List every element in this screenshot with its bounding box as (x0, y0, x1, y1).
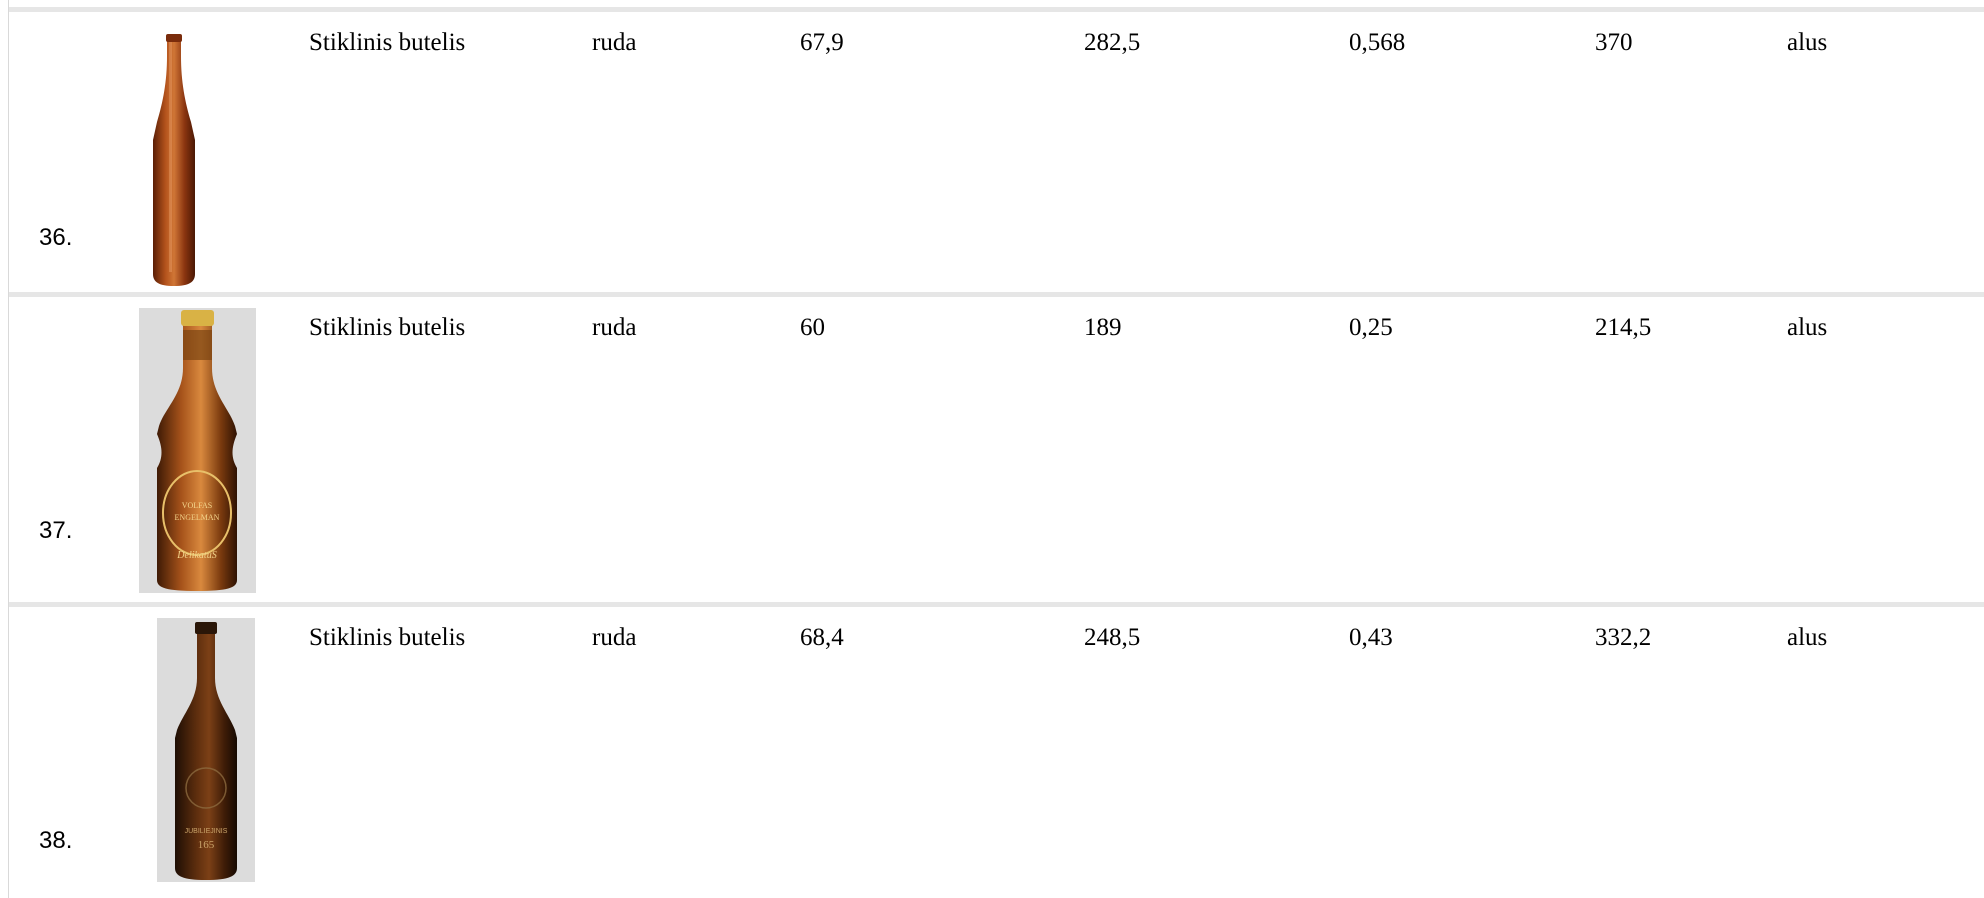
svg-text:DelikatuS: DelikatuS (176, 550, 216, 561)
dark-bottle-image: JUBILIEJINIS 165 (175, 622, 237, 880)
value-1: 60 (800, 314, 825, 341)
bottle-photo (129, 22, 219, 292)
bottle-label-text: JUBILIEJINIS 165 (185, 828, 228, 851)
product-name: Stiklinis butelis (309, 624, 466, 651)
svg-text:165: 165 (198, 839, 215, 851)
value-1: 68,4 (800, 624, 844, 651)
bottle-photo: VOLFAS ENGELMAN DelikatuS (139, 308, 256, 593)
product-table: 36. Stiklinis butelis ruda 67,9 (8, 0, 1984, 898)
product-color: ruda (592, 624, 637, 651)
product-name: Stiklinis butelis (309, 29, 466, 56)
bottle-label-text: VOLFAS ENGELMAN DelikatuS (175, 501, 220, 561)
row-number: 38. (39, 827, 73, 854)
product-use: alus (1787, 29, 1828, 56)
svg-text:ENGELMAN: ENGELMAN (175, 513, 220, 522)
value-1: 67,9 (800, 29, 844, 56)
table-row: 36. Stiklinis butelis ruda 67,9 (9, 7, 1984, 295)
bottle-photo: JUBILIEJINIS 165 (157, 618, 255, 882)
product-use: alus (1787, 624, 1828, 651)
value-3: 0,43 (1349, 624, 1393, 651)
value-3: 0,25 (1349, 314, 1393, 341)
table-row: 38. JUBILIEJINIS 165 (9, 602, 1984, 898)
product-name: Stiklinis butelis (309, 314, 466, 341)
labeled-bottle-image: VOLFAS ENGELMAN DelikatuS (157, 310, 237, 591)
value-3: 0,568 (1349, 29, 1406, 56)
product-use: alus (1787, 314, 1828, 341)
value-4: 370 (1595, 29, 1633, 56)
amber-bottle-image (153, 34, 195, 286)
row-number: 37. (39, 517, 73, 544)
svg-text:VOLFAS: VOLFAS (182, 501, 213, 510)
table-row: 37. VOLFAS ENGELMA (9, 292, 1984, 602)
value-4: 332,2 (1595, 624, 1652, 651)
value-2: 189 (1084, 314, 1122, 341)
product-color: ruda (592, 29, 637, 56)
value-2: 248,5 (1084, 624, 1141, 651)
svg-text:JUBILIEJINIS: JUBILIEJINIS (185, 828, 228, 835)
value-2: 282,5 (1084, 29, 1141, 56)
product-color: ruda (592, 314, 637, 341)
row-number: 36. (39, 224, 73, 251)
value-4: 214,5 (1595, 314, 1652, 341)
